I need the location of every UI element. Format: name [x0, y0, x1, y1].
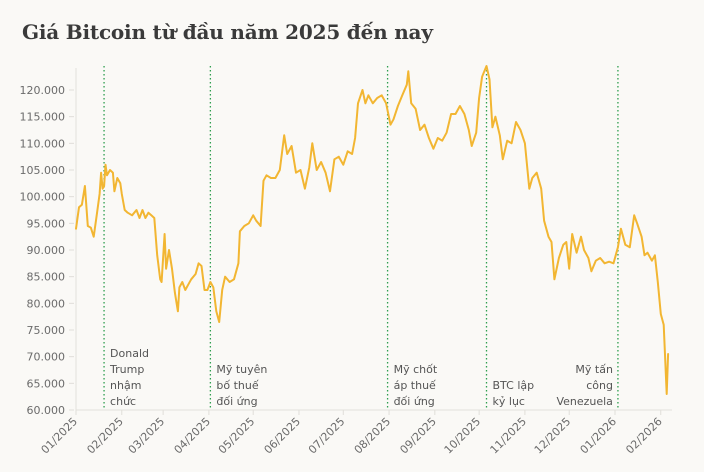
- event-annotation-text: Mỹ tấn: [575, 363, 613, 376]
- event-annotation-text: BTC lập: [493, 379, 535, 392]
- event-annotation-text: Venezuela: [556, 395, 613, 408]
- y-tick-label: 100.000: [20, 191, 66, 204]
- y-tick-label: 90.000: [27, 244, 66, 257]
- event-annotation-text: nhậm: [110, 379, 141, 392]
- x-tick-label: 12/2025: [532, 415, 574, 457]
- event-annotation-text: Mỹ chốt: [394, 363, 438, 376]
- x-tick-label: 07/2025: [306, 415, 348, 457]
- x-tick-label: 06/2025: [262, 415, 304, 457]
- btc-price-line: [75, 65, 670, 395]
- x-tick-label: 04/2025: [172, 415, 214, 457]
- y-tick-label: 75.000: [27, 324, 66, 337]
- x-tick-label: 05/2025: [216, 415, 258, 457]
- y-tick-label: 65.000: [27, 377, 66, 390]
- x-tick-label: 02/2025: [84, 415, 126, 457]
- y-tick-label: 95.000: [27, 217, 66, 230]
- y-tick-label: 120.000: [20, 84, 66, 97]
- event-annotation-text: Trump: [109, 363, 144, 376]
- x-tick-label: 01/2026: [578, 415, 620, 457]
- y-tick-label: 105.000: [20, 164, 66, 177]
- x-tick-label: 03/2025: [126, 415, 168, 457]
- x-tick-label: 11/2025: [488, 415, 530, 457]
- event-annotation-text: kỷ lục: [493, 395, 525, 408]
- event-annotation-text: công: [586, 379, 613, 392]
- event-annotation-text: Mỹ tuyên: [216, 363, 267, 376]
- event-annotation-text: bố thuế: [216, 379, 258, 392]
- y-tick-label: 115.000: [20, 111, 66, 124]
- y-tick-label: 70.000: [27, 351, 66, 364]
- event-annotation-text: Donald: [110, 347, 149, 360]
- chart-title: Giá Bitcoin từ đầu năm 2025 đến nay: [22, 20, 433, 44]
- y-tick-label: 85.000: [27, 271, 66, 284]
- x-tick-label: 09/2025: [397, 415, 439, 457]
- y-tick-label: 110.000: [20, 137, 66, 150]
- event-annotation-text: chức: [110, 395, 136, 408]
- y-tick-label: 80.000: [27, 297, 66, 310]
- event-annotation-text: áp thuế: [394, 379, 436, 392]
- x-tick-label: 01/2025: [39, 415, 81, 457]
- x-tick-label: 10/2025: [442, 415, 484, 457]
- y-tick-label: 60.000: [27, 404, 66, 417]
- x-tick-label: 02/2026: [623, 415, 665, 457]
- x-tick-label: 08/2025: [352, 415, 394, 457]
- event-annotation-text: đối ứng: [394, 395, 435, 408]
- event-annotation-text: đối ứng: [216, 395, 257, 408]
